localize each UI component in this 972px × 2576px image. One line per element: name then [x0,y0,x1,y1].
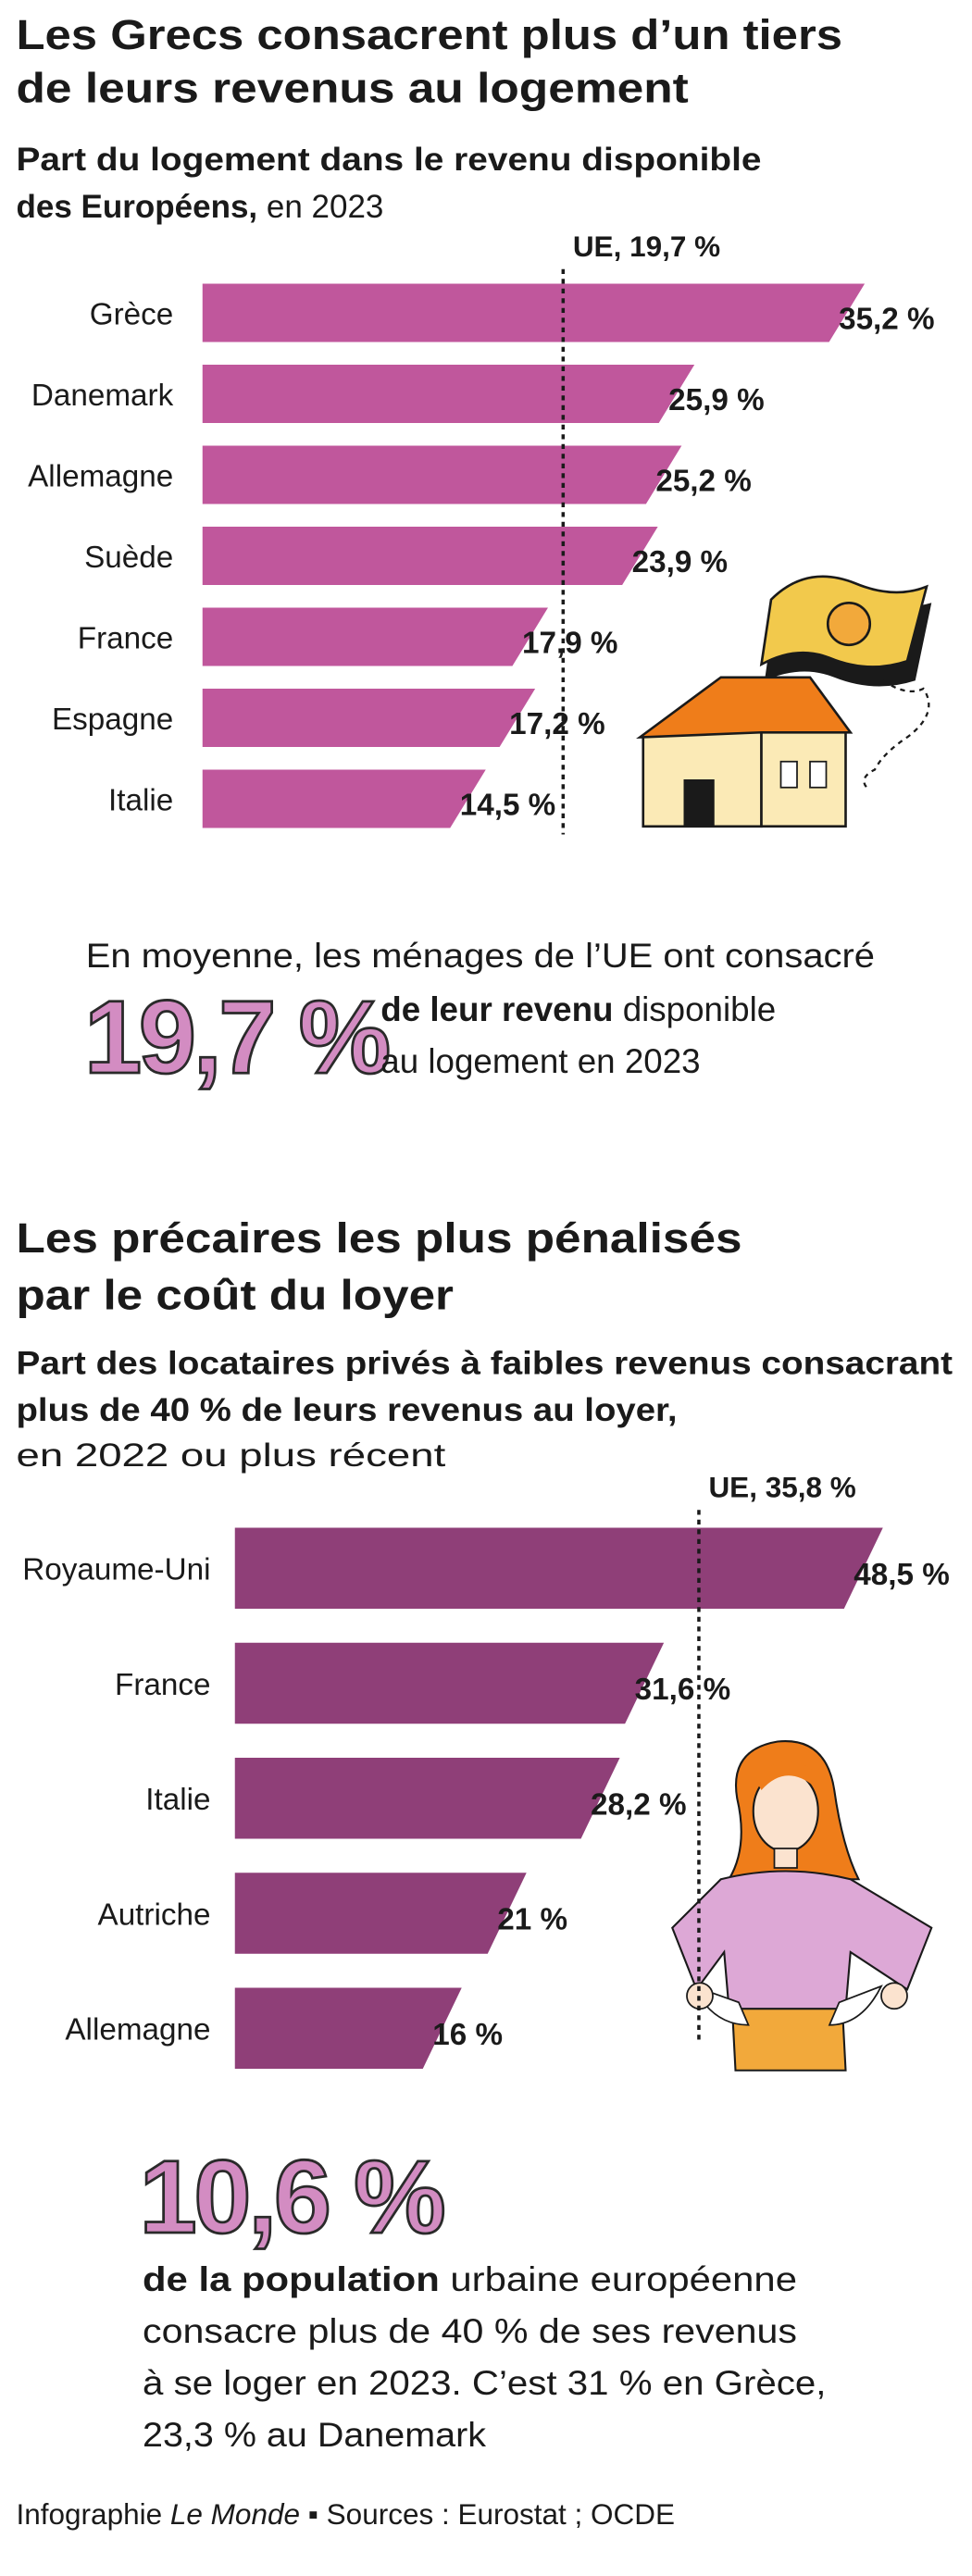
bar [202,527,658,585]
value-label: 35,2 % [839,303,935,337]
callout-line: disponible [623,990,777,1028]
callout-text: au logement en 2023 [380,1042,700,1080]
chart-subtitle: plus de 40 % de leurs revenus au loyer, [17,1392,678,1428]
sources: Sources : Eurostat ; OCDE [327,2497,675,2531]
category-label: Royaume-Uni [22,1553,210,1587]
callout-text: consacre plus de 40 % de ses revenus [143,2312,797,2350]
house-illustration [636,575,932,828]
bar [234,1642,665,1724]
value-label: 25,9 % [668,383,765,417]
callout-text: de la population urbaine européenne [143,2260,797,2298]
chart-subtitle: Part du logement dans le revenu disponib… [17,142,762,178]
bar [234,1987,462,2069]
chart-title: par le coût du loyer [17,1271,455,1318]
category-label: France [115,1668,210,1702]
bar [202,769,486,828]
value-label: 25,2 % [655,465,752,499]
outlet: Le Monde [170,2497,300,2531]
callout-intro: En moyenne, les ménages de l’UE ont cons… [86,937,875,975]
value-label: 48,5 % [854,1558,950,1592]
category-label: Espagne [52,703,173,737]
callout-figure: 10,6 % [140,2139,444,2255]
subtitle-regular: en 2023 [267,189,384,225]
value-label: 17,2 % [509,707,605,741]
value-label: 14,5 % [460,789,556,823]
callout-figure: 19,7 % [84,979,389,1095]
category-label: Grèce [90,297,174,331]
value-label: 17,9 % [522,627,618,661]
value-label: 21 % [497,1903,567,1937]
category-label: Autriche [98,1898,211,1932]
category-label: Suède [84,541,173,575]
subtitle-bold: des Européens, [17,189,258,225]
chart-title: Les Grecs consacrent plus d’un tiers [17,11,843,58]
callout-text: à se loger en 2023. C’est 31 % en Grèce, [143,2364,827,2402]
bar [202,607,548,666]
bar [202,283,866,342]
category-label: Italie [108,783,173,817]
credit: Infographie [17,2497,163,2531]
chart-subtitle: des Européens, en 2023 [17,189,384,225]
chart-title: de leurs revenus au logement [17,65,689,112]
chart-title: Les précaires les plus pénalisés [17,1214,742,1262]
callout-line: urbaine européenne [450,2260,797,2298]
callout-bold: de leur revenu [380,990,613,1028]
callout-text: de leur revenu disponible [380,990,776,1028]
value-label: 23,9 % [632,545,729,579]
separator: ▪ [308,2497,318,2531]
footer: Infographie Le Monde ▪ Sources : Eurostat … [17,2497,676,2531]
value-label: 16 % [432,2018,503,2052]
category-label: France [78,621,173,655]
callout-text: 23,3 % au Danemark [143,2416,487,2454]
category-label: Danemark [31,379,174,413]
category-label: Italie [145,1783,210,1817]
chart-subtitle: en 2022 ou plus récent [17,1437,446,1474]
value-label: 31,6 % [635,1673,731,1707]
category-label: Allemagne [28,459,173,493]
bar [234,1873,527,1954]
category-label: Allemagne [65,2013,210,2047]
reference-label: UE, 35,8 % [708,1470,855,1503]
bar [202,445,682,504]
woman-illustration [671,1740,933,2072]
bar [202,365,695,423]
bar [202,689,536,747]
callout-bold: de la population [143,2260,440,2298]
bar [234,1758,620,1839]
reference-label: UE, 19,7 % [573,230,720,263]
bar [234,1527,883,1609]
value-label: 28,2 % [591,1787,687,1822]
chart-subtitle: Part des locataires privés à faibles rev… [17,1345,953,1381]
